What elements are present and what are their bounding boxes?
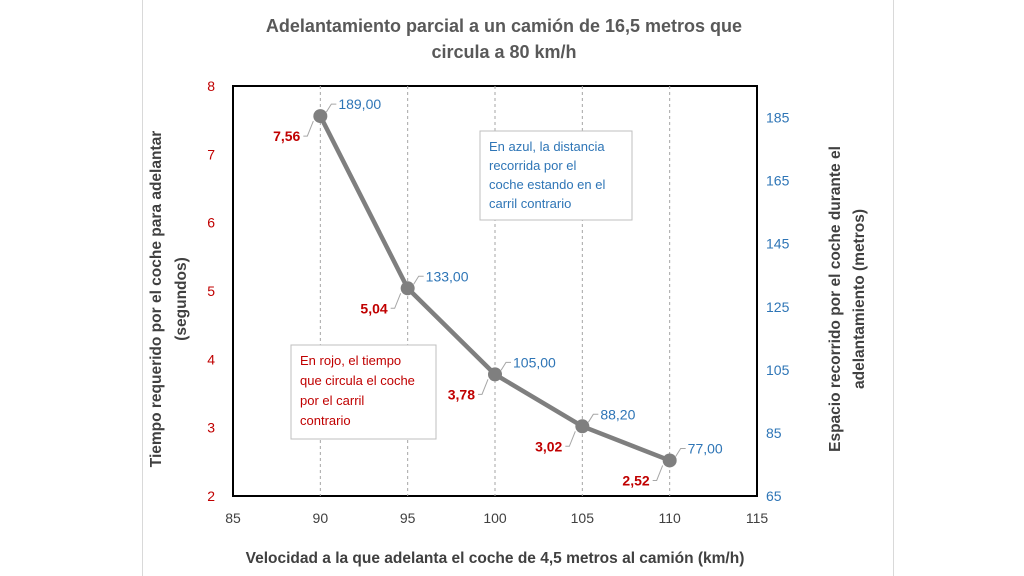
blue-annotation: En azul, la distancia recorrida por el c… (479, 130, 633, 221)
right-axis-title-line-2: adelantamiento (metros) (851, 209, 868, 389)
left-tick-label-3: 5 (207, 283, 215, 299)
red-annotation-box (290, 344, 437, 440)
data-labels: 7,56 189,00 5,04 133,00 3,78 105,00 3,02 88,20 2… (273, 96, 723, 488)
blue-annotation-box (479, 130, 633, 221)
time-label-1: 5,04 (360, 300, 387, 316)
time-label-0: 7,56 (273, 128, 300, 144)
blue-leader-3 (587, 413, 599, 423)
time-label-2: 3,78 (448, 386, 475, 402)
left-tick-label-5: 7 (207, 146, 215, 162)
right-tick-label-5: 165 (766, 173, 790, 189)
red-annotation-line-2: que circula el coche (300, 373, 415, 388)
x-tick-label-3: 100 (483, 510, 507, 526)
distance-label-0: 189,00 (338, 96, 381, 112)
left-axis-ticks: 2 3 4 5 6 7 8 (207, 78, 215, 504)
right-tick-label-4: 145 (766, 236, 790, 252)
red-leader-4 (652, 465, 664, 481)
red-annotation-line-3: por el carril (300, 393, 364, 408)
right-tick-label-2: 105 (766, 362, 790, 378)
chart-title-line-2: circula a 80 km/h (431, 42, 576, 62)
x-tick-label-6: 115 (746, 510, 769, 526)
right-tick-label-6: 185 (766, 110, 790, 126)
left-tick-label-1: 3 (207, 420, 215, 436)
red-leader-2 (478, 379, 489, 395)
distance-label-3: 88,20 (600, 406, 635, 422)
chart-title-line-1: Adelantamiento parcial a un camión de 16… (266, 16, 742, 36)
blue-leader-4 (675, 447, 686, 457)
blue-annotation-line-3: coche estando en el (489, 177, 605, 192)
red-annotation: En rojo, el tiempo que circula el coche … (290, 344, 437, 440)
right-tick-label-0: 65 (766, 488, 782, 504)
blue-annotation-line-4: carril contrario (489, 196, 571, 211)
red-annotation-line-1: En rojo, el tiempo (300, 353, 401, 368)
right-tick-label-3: 125 (766, 299, 790, 315)
series-line (313, 109, 677, 468)
right-axis-ticks: 65 85 105 125 145 165 185 (766, 110, 790, 504)
left-axis-title-line-1: Tiempo requerido por el coche para adela… (148, 131, 165, 468)
x-tick-label-5: 110 (659, 510, 682, 526)
blue-annotation-line-2: recorrida por el (489, 158, 577, 173)
blue-leader-2 (500, 361, 511, 371)
x-tick-label-0: 85 (225, 510, 241, 526)
blue-leader-1 (413, 275, 424, 285)
x-tick-label-2: 95 (400, 510, 416, 526)
x-axis-ticks: 85 90 95 100 105 110 115 (225, 510, 768, 526)
x-axis-title: Velocidad a la que adelanta el coche de … (246, 550, 745, 567)
time-label-3: 3,02 (535, 438, 562, 454)
distance-label-1: 133,00 (426, 268, 469, 284)
left-tick-label-2: 4 (207, 351, 215, 367)
left-tick-label-0: 2 (207, 488, 215, 504)
time-label-4: 2,52 (622, 472, 649, 488)
left-tick-label-6: 8 (207, 78, 215, 94)
data-point-4 (662, 453, 677, 468)
left-tick-label-4: 6 (207, 215, 215, 231)
chart-frame (142, 0, 894, 576)
data-point-1 (400, 281, 415, 296)
red-leader-0 (303, 120, 314, 137)
distance-label-4: 77,00 (688, 440, 723, 456)
blue-annotation-line-1: En azul, la distancia (489, 139, 605, 154)
red-leader-1 (390, 293, 402, 309)
data-point-0 (313, 109, 328, 124)
left-axis-title-line-2: (segundos) (173, 257, 190, 341)
distance-label-2: 105,00 (513, 354, 556, 370)
data-point-2 (488, 367, 502, 382)
x-tick-label-1: 90 (313, 510, 329, 526)
right-axis-title-line-1: Espacio recorrido por el coche durante e… (827, 146, 844, 452)
right-tick-label-1: 85 (766, 425, 782, 441)
blue-leader-0 (325, 103, 337, 113)
x-tick-label-4: 105 (571, 510, 595, 526)
data-point-3 (575, 419, 590, 434)
red-annotation-line-4: contrario (300, 413, 351, 428)
red-leader-3 (565, 431, 576, 447)
label-leaders (303, 103, 686, 481)
